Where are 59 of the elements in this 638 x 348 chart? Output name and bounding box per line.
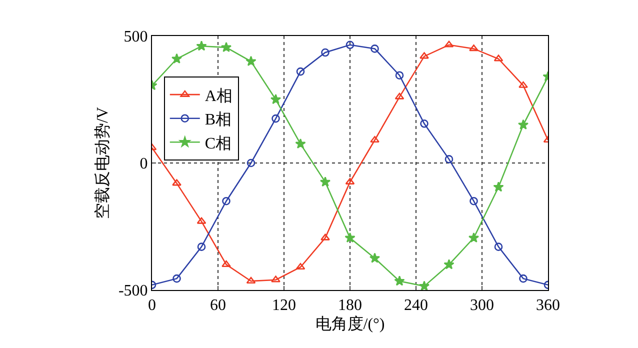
point [370,44,379,53]
point [444,259,454,270]
x-tick-label: 180 [338,297,362,314]
x-tick-label: 240 [404,297,428,314]
legend-label: C相 [204,134,232,152]
point [395,71,404,80]
point [420,52,429,59]
point [271,276,280,282]
point [519,274,528,283]
point [394,92,404,100]
point [369,252,380,263]
point [222,196,230,206]
point [418,280,430,290]
point [494,54,504,62]
legend-label: A相 [204,86,232,105]
point [345,178,355,184]
point [172,179,182,186]
point [344,232,356,243]
point [246,158,256,168]
point [296,262,306,270]
point [272,114,280,123]
point [197,242,206,251]
point [494,242,503,251]
point [370,136,380,143]
y-tick-label: -500 [118,282,148,300]
point [518,119,529,130]
x-tick-label: 120 [272,297,296,314]
y-tick-label: 500 [124,28,148,46]
legend-label: B相 [204,110,232,129]
point [518,81,528,88]
point [470,196,478,206]
point [246,276,256,284]
point [469,44,478,52]
point [220,42,232,52]
point [420,119,428,128]
point [270,94,282,104]
point [444,40,454,48]
point [321,48,330,57]
x-tick-label: 60 [210,297,226,314]
point [296,67,305,76]
point [468,232,480,243]
point [171,53,182,64]
point [320,176,331,187]
point [172,274,181,283]
y-tick-label: 0 [140,156,148,173]
point [295,138,306,149]
point [196,40,207,51]
x-tick-label: 360 [536,297,560,314]
point [346,40,354,50]
x-axis-title: 电角度/(°) [315,314,385,333]
point [222,260,231,267]
point [246,56,256,66]
y-axis-title: 空载反电动势/V [93,106,112,219]
point [444,155,454,164]
point [394,276,405,286]
point [196,217,206,224]
point [493,182,504,192]
point [320,234,330,240]
x-tick-label: 300 [470,297,494,314]
